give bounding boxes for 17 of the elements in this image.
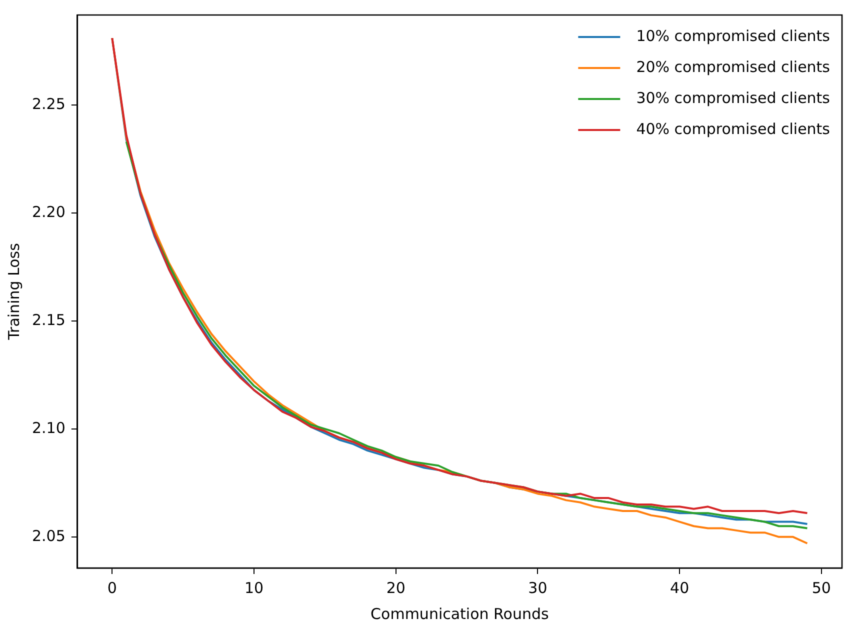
legend-label: 20% compromised clients	[636, 58, 830, 76]
x-tick-label: 20	[386, 578, 406, 597]
y-tick-label: 2.20	[32, 202, 66, 221]
x-tick-label: 30	[528, 578, 548, 597]
x-tick-label: 40	[670, 578, 690, 597]
legend-label: 40% compromised clients	[636, 120, 830, 138]
y-tick-label: 2.25	[32, 94, 66, 113]
y-axis-title: Training Loss	[4, 242, 23, 341]
x-tick-label: 0	[107, 578, 117, 597]
y-tick-label: 2.05	[32, 526, 66, 545]
y-tick-label: 2.15	[32, 310, 66, 329]
y-tick-label: 2.10	[32, 418, 66, 437]
legend-label: 30% compromised clients	[636, 88, 830, 107]
x-axis-title: Communication Rounds	[370, 604, 550, 623]
x-tick-label: 10	[244, 578, 264, 597]
x-tick-label: 50	[812, 578, 831, 597]
legend-label: 10% compromised clients	[636, 26, 830, 45]
